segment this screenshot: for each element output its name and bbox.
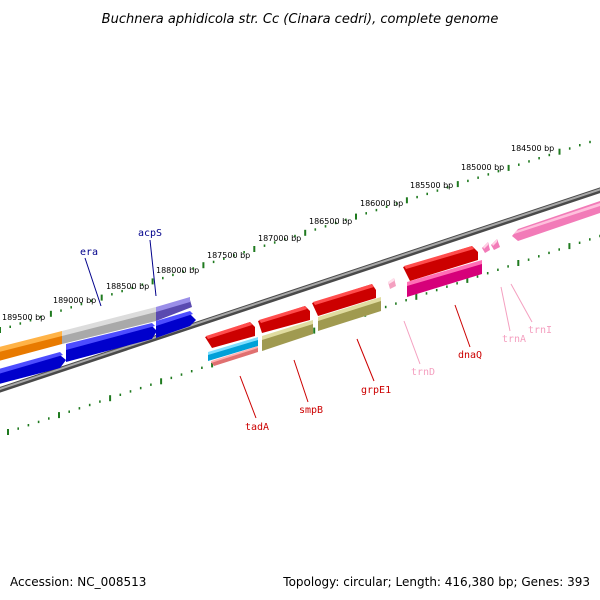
gene-grpe1[interactable]	[318, 297, 381, 331]
gene-trnd[interactable]	[388, 278, 396, 289]
gene-trni[interactable]	[491, 239, 500, 250]
gene-tada[interactable]	[208, 337, 258, 361]
gene-labels: era acpS tadA smpB grpE1 trnD dnaQ trnA …	[80, 228, 552, 433]
gene-orange-forward[interactable]	[0, 331, 62, 362]
label-trni: trnI	[528, 325, 552, 336]
gene-smpb[interactable]	[262, 320, 313, 351]
tick-label-189000: 189000 bp	[53, 296, 96, 305]
tick-label-184500: 184500 bp	[511, 144, 554, 153]
gene-red-4[interactable]	[403, 246, 478, 281]
label-grpe1: grpE1	[361, 385, 391, 396]
gene-grey-forward[interactable]	[62, 307, 156, 344]
gene-acps[interactable]	[156, 297, 192, 321]
topology-summary: Topology: circular; Length: 416,380 bp; …	[282, 575, 590, 589]
label-tada: tadA	[245, 422, 269, 433]
label-smpb: smpB	[299, 405, 323, 416]
label-acps: acpS	[138, 228, 162, 239]
tick-label-185500: 185500 bp	[410, 181, 453, 190]
reverse-strand-genes	[205, 239, 500, 366]
gene-blue-1[interactable]	[0, 352, 66, 385]
label-leaders	[84, 239, 533, 419]
tick-label-187500: 187500 bp	[207, 251, 250, 260]
label-era: era	[80, 247, 98, 258]
tick-label-186500: 186500 bp	[309, 217, 352, 226]
tick-label-188000: 188000 bp	[156, 266, 199, 275]
gene-pink-forward[interactable]	[512, 201, 600, 241]
gene-red-1[interactable]	[205, 322, 255, 348]
tick-label-187000: 187000 bp	[258, 234, 301, 243]
gene-red-2[interactable]	[258, 306, 310, 333]
tick-label-188500: 188500 bp	[106, 282, 149, 291]
tick-label-186000: 186000 bp	[360, 199, 403, 208]
label-trna: trnA	[502, 334, 526, 345]
gene-trna[interactable]	[482, 242, 490, 253]
forward-strand-genes	[0, 201, 600, 385]
genome-backbone	[0, 187, 600, 393]
tick-label-185000: 185000 bp	[461, 163, 504, 172]
gene-red-3[interactable]	[312, 284, 376, 316]
map-title: Buchnera aphidicola str. Cc (Cinara cedr…	[102, 12, 499, 27]
label-trnd: trnD	[411, 367, 435, 378]
scale-ticks-upper	[0, 140, 591, 333]
scale-labels: 189500 bp 189000 bp 188500 bp 188000 bp …	[2, 144, 554, 322]
gene-salmon[interactable]	[211, 346, 258, 366]
tick-label-189500: 189500 bp	[2, 313, 45, 322]
gene-blue-3[interactable]	[156, 311, 196, 338]
gene-era[interactable]	[66, 323, 157, 362]
label-dnaq: dnaQ	[458, 350, 482, 361]
accession-text: Accession: NC_008513	[10, 575, 146, 589]
gene-dnaq[interactable]	[407, 260, 482, 297]
